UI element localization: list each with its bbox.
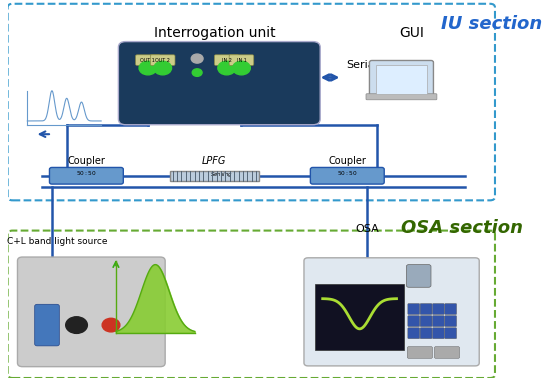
FancyBboxPatch shape	[214, 55, 239, 65]
Circle shape	[192, 69, 202, 76]
Text: $_{50:50}$: $_{50:50}$	[337, 169, 358, 178]
Circle shape	[65, 317, 87, 333]
FancyBboxPatch shape	[445, 328, 456, 339]
Circle shape	[139, 61, 157, 75]
FancyBboxPatch shape	[366, 94, 437, 100]
Circle shape	[154, 61, 172, 75]
FancyBboxPatch shape	[408, 328, 420, 339]
FancyBboxPatch shape	[118, 42, 320, 125]
Circle shape	[102, 318, 120, 332]
FancyBboxPatch shape	[434, 347, 460, 358]
FancyBboxPatch shape	[136, 55, 160, 65]
Text: OSA section: OSA section	[402, 219, 524, 237]
FancyBboxPatch shape	[310, 167, 384, 184]
FancyBboxPatch shape	[150, 55, 175, 65]
FancyBboxPatch shape	[35, 304, 59, 346]
Text: IN 2: IN 2	[222, 57, 232, 63]
FancyBboxPatch shape	[170, 171, 258, 181]
Circle shape	[191, 54, 203, 63]
Text: Serial: Serial	[346, 60, 378, 70]
FancyBboxPatch shape	[432, 304, 444, 314]
Text: LPFG: LPFG	[202, 156, 227, 166]
FancyBboxPatch shape	[420, 304, 432, 314]
FancyBboxPatch shape	[315, 284, 404, 350]
Text: IN 1: IN 1	[236, 57, 246, 63]
Text: Coupler: Coupler	[328, 156, 366, 166]
FancyBboxPatch shape	[432, 328, 444, 339]
Text: GUI: GUI	[399, 26, 424, 40]
FancyBboxPatch shape	[229, 55, 254, 65]
FancyBboxPatch shape	[420, 328, 432, 339]
FancyBboxPatch shape	[445, 304, 456, 314]
Text: C+L band light source: C+L band light source	[7, 237, 107, 246]
Text: OUT 1: OUT 1	[140, 57, 155, 63]
Text: OUT 2: OUT 2	[155, 57, 170, 63]
Circle shape	[218, 61, 235, 75]
Text: Interrogation unit: Interrogation unit	[153, 26, 275, 40]
Text: IU section: IU section	[441, 15, 542, 33]
Circle shape	[233, 61, 250, 75]
FancyBboxPatch shape	[18, 257, 165, 367]
Text: OSA: OSA	[355, 225, 379, 234]
FancyBboxPatch shape	[406, 265, 431, 287]
FancyBboxPatch shape	[370, 60, 433, 98]
FancyBboxPatch shape	[420, 316, 432, 327]
FancyBboxPatch shape	[408, 304, 420, 314]
FancyBboxPatch shape	[432, 316, 444, 327]
FancyBboxPatch shape	[408, 316, 420, 327]
FancyBboxPatch shape	[376, 65, 427, 94]
FancyBboxPatch shape	[50, 167, 123, 184]
FancyBboxPatch shape	[408, 347, 432, 358]
FancyBboxPatch shape	[304, 258, 479, 366]
Text: $_{50:50}$: $_{50:50}$	[76, 169, 97, 178]
FancyBboxPatch shape	[445, 316, 456, 327]
Text: $_{Sensing}$: $_{Sensing}$	[210, 170, 233, 180]
Text: Coupler: Coupler	[68, 156, 106, 166]
